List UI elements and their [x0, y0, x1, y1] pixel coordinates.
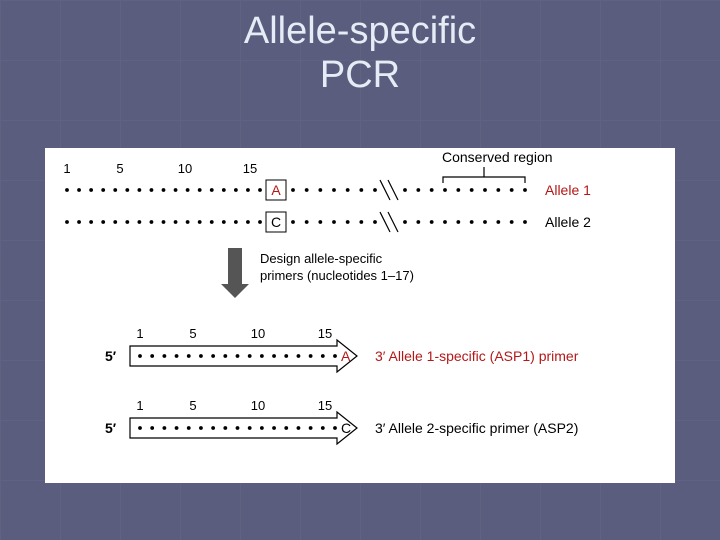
svg-text:A: A — [341, 348, 351, 364]
svg-text:3′ Allele 2-specific primer (A: 3′ Allele 2-specific primer (ASP2) — [375, 420, 578, 436]
svg-text:C: C — [341, 420, 351, 436]
diagram-svg: 151015AConserved regionAllele 1CAllele 2… — [45, 148, 675, 483]
diagram-panel: 151015AConserved regionAllele 1CAllele 2… — [45, 148, 675, 483]
title-line1: Allele-specific — [0, 10, 720, 54]
svg-text:primers (nucleotides 1–17): primers (nucleotides 1–17) — [260, 268, 414, 283]
svg-text:5: 5 — [189, 326, 196, 341]
svg-text:Allele 1: Allele 1 — [545, 182, 591, 198]
svg-text:3′ Allele 1-specific (ASP1) pr: 3′ Allele 1-specific (ASP1) primer — [375, 348, 579, 364]
svg-text:Conserved region: Conserved region — [442, 149, 553, 165]
svg-text:Allele 2: Allele 2 — [545, 214, 591, 230]
svg-text:10: 10 — [178, 161, 192, 176]
title-line2: PCR — [0, 54, 720, 98]
svg-text:5′: 5′ — [105, 348, 117, 364]
svg-text:1: 1 — [136, 398, 143, 413]
svg-text:5: 5 — [116, 161, 123, 176]
svg-text:C: C — [271, 214, 281, 230]
svg-text:A: A — [271, 182, 281, 198]
svg-text:10: 10 — [251, 398, 265, 413]
svg-text:1: 1 — [136, 326, 143, 341]
svg-text:15: 15 — [318, 398, 332, 413]
svg-text:1: 1 — [63, 161, 70, 176]
slide-title: Allele-specific PCR — [0, 10, 720, 97]
svg-text:15: 15 — [318, 326, 332, 341]
svg-text:15: 15 — [243, 161, 257, 176]
svg-text:10: 10 — [251, 326, 265, 341]
svg-text:5: 5 — [189, 398, 196, 413]
svg-text:Design allele-specific: Design allele-specific — [260, 251, 383, 266]
svg-text:5′: 5′ — [105, 420, 117, 436]
